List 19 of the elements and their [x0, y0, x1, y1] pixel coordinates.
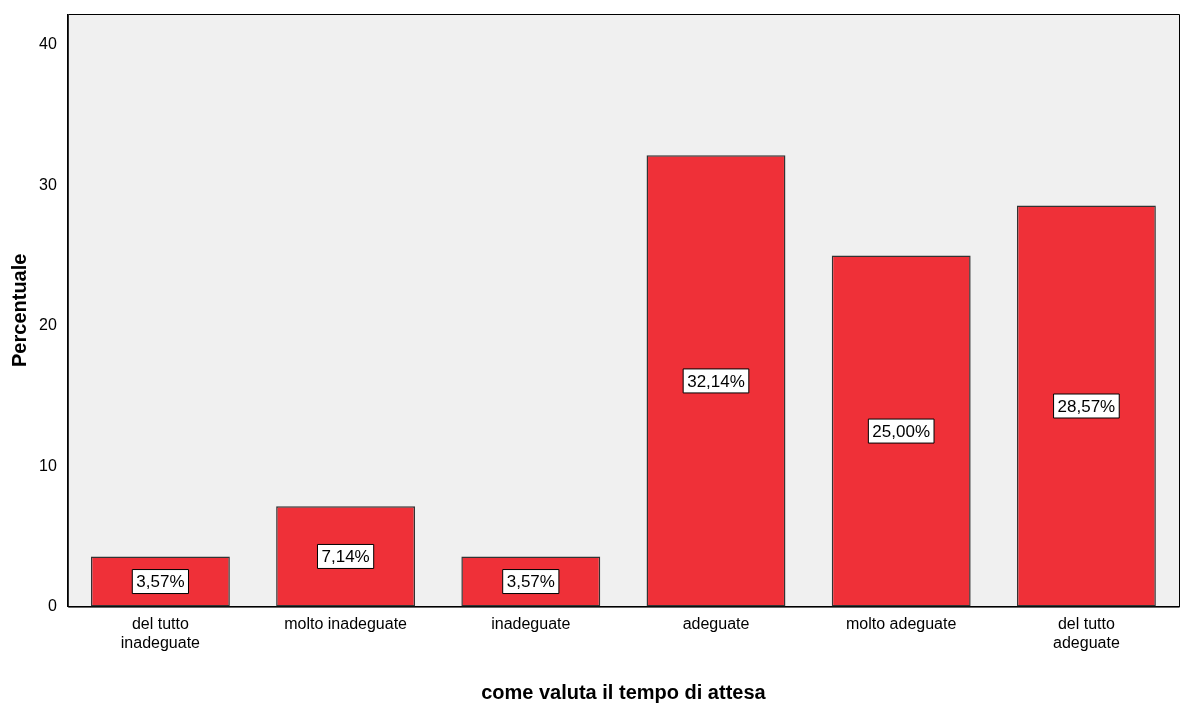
x-tick-label: adeguate: [682, 614, 750, 632]
y-axis-title: Percentuale: [7, 253, 30, 367]
x-tick-label: del tutto adeguate: [1053, 614, 1120, 651]
y-tick-label: 30: [39, 175, 57, 193]
x-tick-label: molto adeguate: [846, 614, 957, 632]
data-label: 3,57%: [506, 572, 555, 592]
data-label: 32,14%: [687, 371, 745, 391]
data-label: 28,57%: [1057, 396, 1116, 416]
data-label: 3,57%: [136, 572, 185, 592]
x-axis-title: come valuta il tempo di attesa: [481, 680, 767, 703]
x-tick-label: del tutto inadeguate: [120, 614, 201, 651]
y-tick-label: 20: [39, 316, 57, 334]
data-label: 7,14%: [321, 547, 370, 567]
x-tick-label: molto inadeguate: [284, 614, 408, 632]
y-tick-label: 40: [39, 35, 57, 53]
y-tick-label: 10: [39, 456, 57, 474]
x-tick-label: inadeguate: [491, 614, 571, 632]
y-tick-label: 0: [47, 597, 57, 615]
data-label: 25,00%: [872, 421, 931, 441]
